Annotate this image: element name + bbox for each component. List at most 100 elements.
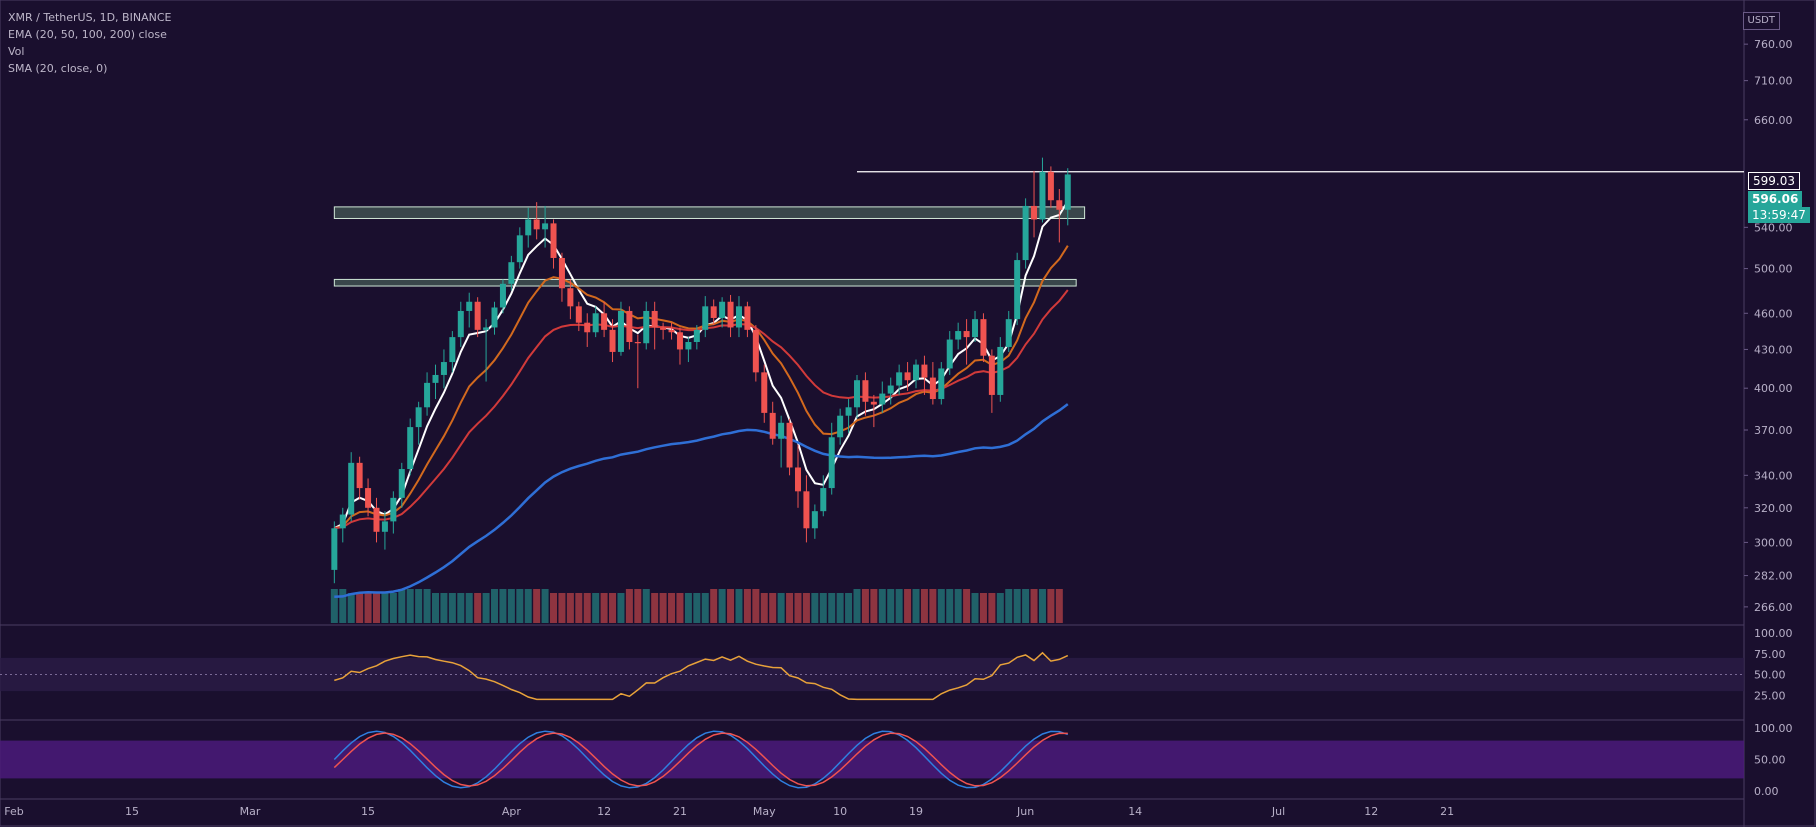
candle-body [474, 301, 481, 330]
volume-bar [398, 589, 406, 623]
volume-bar [802, 593, 810, 623]
candle-body [929, 377, 936, 400]
candle-body [980, 319, 987, 356]
volume-bar [920, 589, 928, 623]
volume-bar [769, 593, 777, 623]
candle-body [887, 385, 894, 394]
candle-body [592, 313, 599, 333]
volume-bar [415, 589, 423, 623]
volume-bar [381, 593, 389, 623]
y-tick-label: 660.00 [1754, 114, 1793, 127]
volume-bar [668, 593, 676, 623]
candle-body [542, 223, 549, 230]
volume-bar [1013, 589, 1021, 623]
volume-bar [760, 593, 768, 623]
volume-bar [575, 593, 583, 623]
volume-bar [971, 593, 979, 623]
volume-bar [718, 589, 726, 623]
volume-bar [541, 589, 549, 623]
y-tick-label: 300.00 [1754, 536, 1793, 549]
volume-bar [347, 593, 355, 623]
x-tick-label: 21 [673, 805, 687, 818]
ema-indicator-label: EMA (20, 50, 100, 200) close [8, 28, 167, 41]
candle-body [1022, 205, 1029, 261]
candle-body [735, 306, 742, 328]
y-tick-label: 320.00 [1754, 502, 1793, 515]
volume-bar [330, 589, 338, 623]
currency-badge[interactable]: USDT [1742, 12, 1780, 30]
candle-body [811, 511, 818, 529]
candle-body [913, 364, 920, 381]
stoch-d-line [333, 732, 1068, 787]
candle-body [390, 497, 397, 522]
volume-bar [946, 589, 954, 623]
volume-bar [853, 589, 861, 623]
candle-body [651, 310, 658, 328]
volume-bar [423, 589, 431, 623]
volume-bar [457, 593, 465, 623]
volume-bar [499, 589, 507, 623]
candle-body [424, 382, 431, 408]
candle-body [870, 401, 877, 405]
y-tick-label: 370.00 [1754, 424, 1793, 437]
candle-body [862, 380, 869, 402]
volume-bar [870, 589, 878, 623]
candle-body [719, 301, 726, 318]
candle-body [921, 364, 928, 378]
y-tick-label: 540.00 [1754, 221, 1793, 234]
volume-bar [389, 593, 397, 623]
y-tick-label: 760.00 [1754, 38, 1793, 51]
volume-bar [550, 593, 558, 623]
candle-body [558, 257, 565, 289]
resistance-zone [333, 206, 1086, 219]
volume-bar [474, 593, 482, 623]
x-tick-label: 19 [909, 805, 923, 818]
x-tick-label: 15 [361, 805, 375, 818]
candle-body [609, 329, 616, 352]
candle-body [440, 362, 447, 375]
volume-bar [642, 589, 650, 623]
volume-bar [566, 593, 574, 623]
ema50-line [334, 245, 1069, 530]
candle-body [828, 437, 835, 489]
candle-body [946, 339, 953, 369]
volume-bar [1038, 589, 1046, 623]
candle-body [896, 372, 903, 386]
volume-bar [777, 593, 785, 623]
volume-bar [339, 589, 347, 623]
candle-body [845, 407, 852, 416]
x-tick-label: 14 [1128, 805, 1142, 818]
candle-body [643, 310, 650, 344]
x-tick-label: Jul [1271, 805, 1285, 818]
candle-body [1014, 260, 1021, 320]
volume-bar [1055, 589, 1063, 623]
volume-bar [996, 593, 1004, 623]
y-tick-label: 282.00 [1754, 570, 1793, 583]
volume-bar [786, 593, 794, 623]
candle-body [955, 331, 962, 340]
stoch-k-line [333, 730, 1069, 789]
candle-body [415, 407, 422, 428]
candle-body [626, 310, 633, 343]
candle-body [752, 329, 759, 373]
candle-body [820, 488, 827, 512]
volume-bar [735, 589, 743, 623]
volume-bar [979, 593, 987, 623]
volume-bar [440, 593, 448, 623]
stoch-tick-label: 100.00 [1754, 722, 1793, 735]
candle-body [567, 288, 574, 307]
y-tick-label: 266.00 [1754, 601, 1793, 614]
candle-body [331, 528, 338, 570]
candle-body [575, 306, 582, 323]
volume-bar [878, 589, 886, 623]
y-tick-label: 500.00 [1754, 263, 1793, 276]
stoch-tick-label: 0.00 [1754, 785, 1779, 798]
volume-bar [861, 589, 869, 623]
volume-bar [963, 589, 971, 623]
y-tick-label: 340.00 [1754, 469, 1793, 482]
candle-body [1039, 171, 1046, 220]
volume-bar [516, 589, 524, 623]
x-tick-label: 12 [1364, 805, 1378, 818]
